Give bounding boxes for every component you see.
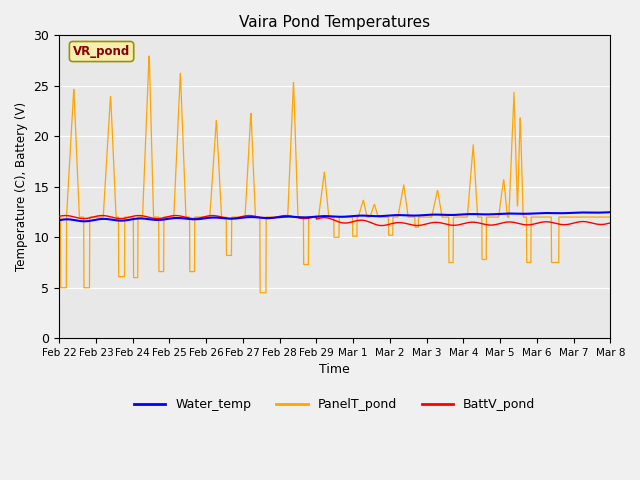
X-axis label: Time: Time bbox=[319, 363, 350, 376]
Y-axis label: Temperature (C), Battery (V): Temperature (C), Battery (V) bbox=[15, 102, 28, 271]
Text: VR_pond: VR_pond bbox=[73, 45, 130, 58]
Title: Vaira Pond Temperatures: Vaira Pond Temperatures bbox=[239, 15, 430, 30]
Legend: Water_temp, PanelT_pond, BattV_pond: Water_temp, PanelT_pond, BattV_pond bbox=[129, 393, 540, 416]
